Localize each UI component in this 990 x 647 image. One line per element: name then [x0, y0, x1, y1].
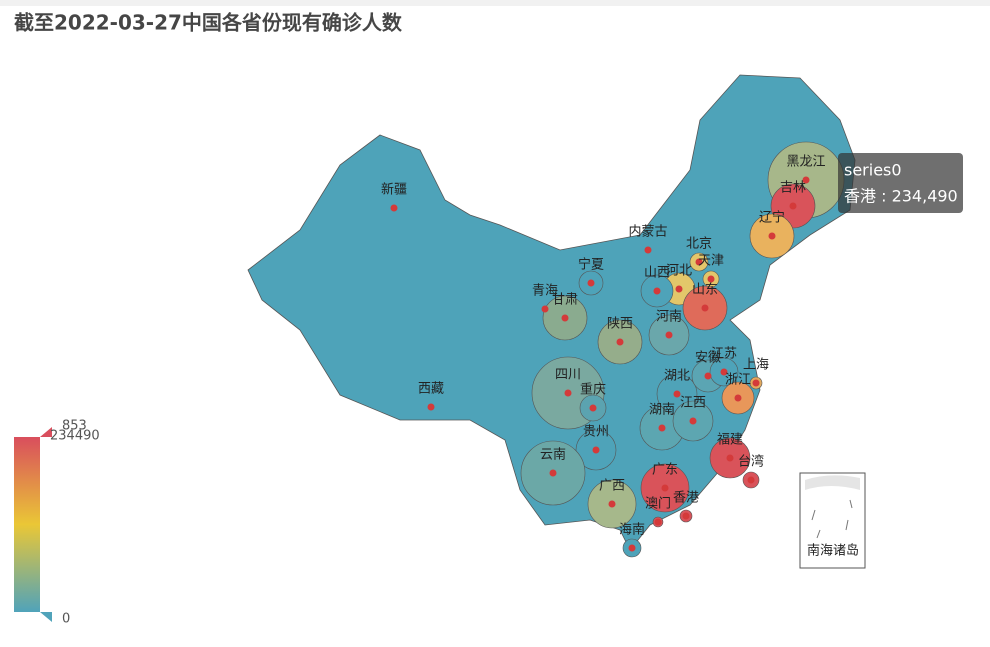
region-dot [390, 204, 398, 212]
region-dot [608, 500, 616, 508]
region-dot [654, 518, 662, 526]
region-label: 澳门 [645, 496, 671, 512]
region-dot [704, 372, 712, 380]
region-dot [549, 469, 557, 477]
region-label: 甘肃 [552, 293, 578, 308]
tooltip-box [838, 153, 963, 213]
region-dot [616, 338, 624, 346]
tooltip: series0 香港 : 234,490 [838, 153, 963, 213]
region-dot [661, 484, 669, 492]
region-label: 北京 [686, 237, 712, 252]
region-label: 海南 [619, 522, 645, 538]
visual-map: 853 234490 0 [14, 419, 100, 627]
region-dot [734, 394, 742, 402]
region-label: 山东 [692, 283, 718, 298]
region-label: 宁夏 [578, 257, 604, 273]
region-label: 西藏 [418, 382, 444, 397]
region-dot [689, 417, 697, 425]
handle-bottom [40, 612, 52, 622]
title: 截至2022-03-27中国各省份现有确诊人数 [14, 11, 403, 35]
region-label: 湖北 [664, 369, 690, 384]
region-label: 新疆 [381, 182, 407, 198]
inset-land [805, 475, 860, 490]
top-bar [0, 0, 990, 6]
region-label: 湖南 [649, 402, 675, 418]
inset-box [799, 472, 866, 569]
region-dot [726, 454, 734, 462]
region-dot [592, 446, 600, 454]
region-dot [653, 287, 661, 295]
region-label: 安徽 [695, 351, 721, 366]
region-label: 陕西 [607, 317, 633, 332]
region-dot [589, 404, 597, 412]
south-sea-inset: 南海诸岛 [799, 472, 866, 569]
region-label: 浙江 [725, 373, 751, 388]
region-dot [747, 476, 755, 484]
min-label: 0 [62, 612, 70, 627]
region-dot [707, 275, 715, 283]
region-label: 山西 [644, 266, 670, 281]
region-label: 吉林 [780, 181, 806, 196]
region-label: 河南 [656, 309, 682, 325]
region-label: 贵州 [583, 425, 609, 440]
region-label: 广西 [599, 479, 625, 494]
region-label: 香港 [673, 491, 699, 506]
region-label: 江西 [680, 396, 706, 411]
region-label: 重庆 [580, 382, 606, 398]
handle-label: 853 [62, 419, 87, 434]
visual-map-bar [14, 437, 40, 612]
region-dot [541, 305, 549, 313]
region-dot [673, 390, 681, 398]
tooltip-text: 香港 : 234,490 [844, 187, 958, 206]
region-dot [720, 368, 728, 376]
region-dot [587, 279, 595, 287]
region-label: 台湾 [738, 454, 764, 470]
region-dot [658, 424, 666, 432]
region-dot [665, 331, 673, 339]
region-label: 河北 [666, 264, 692, 279]
handle-top [40, 427, 52, 437]
region-label: 上海 [743, 358, 769, 373]
region-dot [644, 246, 652, 254]
region-dot [768, 232, 776, 240]
region-dot [561, 314, 569, 322]
region-dot [701, 304, 709, 312]
max-label: 234490 [50, 429, 100, 444]
tooltip-series: series0 [844, 161, 902, 180]
region-dot [695, 258, 703, 266]
inset-dashes [811, 499, 853, 539]
inset-label: 南海诸岛 [807, 543, 859, 559]
region-dot [675, 285, 683, 293]
region-label: 云南 [540, 447, 566, 463]
region-label: 内蒙古 [628, 224, 667, 240]
region-label: 天津 [698, 254, 724, 269]
region-dot [802, 176, 810, 184]
region-label: 青海 [532, 284, 558, 299]
region-label: 江苏 [711, 346, 737, 362]
region-dot [628, 544, 636, 552]
region-label: 辽宁 [759, 210, 785, 226]
region-label: 黑龙江 [786, 155, 825, 170]
region-dot [564, 389, 572, 397]
region-label: 福建 [717, 433, 743, 448]
region-label: 四川 [555, 368, 581, 383]
region-dot [789, 202, 797, 210]
region-dot [682, 512, 690, 520]
region-label: 广东 [652, 463, 678, 478]
region-dot [427, 403, 435, 411]
region-dot [752, 379, 760, 387]
